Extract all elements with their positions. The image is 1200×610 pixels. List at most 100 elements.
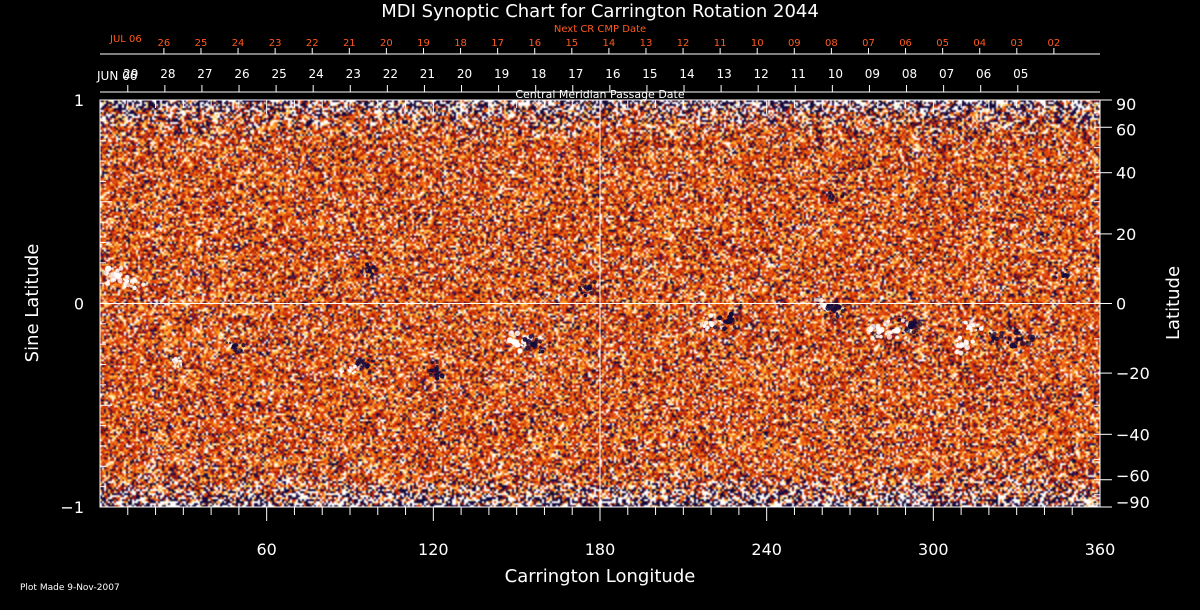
region-speck [538,339,542,344]
region-speck [365,274,368,277]
region-speck [108,272,114,278]
region-speck [132,285,137,291]
region-speck [353,370,357,374]
region-speck [708,313,714,318]
active-region-negative [984,331,1007,343]
region-speck [548,341,551,344]
region-speck [834,188,837,192]
region-speck [105,265,112,272]
region-speck [362,358,366,362]
region-speck [958,336,962,340]
region-speck [1007,336,1012,341]
active-region-positive [961,320,984,333]
region-speck [348,369,352,373]
next-cr-date-label: 25 [195,38,208,49]
region-speck [1065,268,1068,271]
region-speck [434,366,437,370]
region-speck [704,320,709,325]
region-speck [828,195,832,199]
region-speck [581,278,587,284]
cmp-date-ticks: 29 28 27 26 25 24 23 22 21 20 19 18 17 16 15 14 13 12 11 10… [100,67,1100,93]
cmp-date-label: 17 [568,67,583,81]
region-speck [351,371,355,375]
region-speck [508,330,515,337]
region-speck [725,327,728,330]
region-speck [829,312,832,315]
region-speck [180,363,183,366]
region-speck [434,372,440,378]
next-cr-date-label: 02 [1048,38,1061,49]
region-speck [904,336,908,339]
y-right-tick-label: −60 [1116,467,1150,486]
region-speck [722,319,727,324]
region-speck [439,373,445,379]
region-speck [367,370,372,375]
region-speck [975,323,979,327]
active-region-negative [225,341,246,355]
next-cr-month-label: JUL 06 [109,34,142,45]
next-cr-date-label: 09 [788,38,801,49]
region-speck [869,323,876,330]
active-region-positive [340,364,360,375]
region-speck [972,322,977,326]
region-speck [132,282,135,285]
next-cr-date-label: 05 [936,38,949,49]
next-cr-date-label: 11 [714,38,727,49]
region-speck [585,287,590,292]
next-cr-date-label: 13 [640,38,653,49]
region-speck [988,332,991,335]
y-right-tick-label: 0 [1116,295,1126,314]
region-speck [373,360,376,363]
next-cr-date-label: 03 [1010,38,1023,49]
region-speck [820,299,824,303]
region-speck [364,267,368,271]
region-speck [968,326,973,331]
region-speck [702,323,707,328]
region-speck [374,268,379,273]
region-speck [367,265,371,270]
cmp-date-label: 23 [346,67,361,81]
region-speck [884,332,888,336]
region-speck [428,373,433,377]
region-speck [704,327,708,331]
region-speck [578,285,581,289]
region-speck [958,350,964,356]
region-speck [833,303,840,310]
active-region-positive [867,319,893,341]
region-speck [580,291,583,295]
x-tick-label: 180 [585,540,616,559]
cmp-date-label: 16 [605,67,620,81]
region-speck [969,320,974,326]
region-speck [901,331,905,335]
region-speck [835,193,838,196]
region-speck [430,360,434,365]
next-cr-date-label: 20 [380,38,393,49]
region-speck [538,345,542,349]
region-speck [540,349,545,354]
region-speck [435,370,438,373]
region-speck [1006,341,1010,344]
region-speck [1001,331,1005,334]
region-speck [123,284,127,288]
region-speck [702,316,705,319]
region-speck [1025,340,1032,347]
region-speck [112,277,117,282]
region-speck [867,331,871,335]
region-speck [912,318,917,323]
region-speck [522,337,528,342]
region-speck [900,318,905,323]
region-speck [1013,326,1016,329]
next-cr-date-label: 18 [454,38,467,49]
active-region-negative [897,317,923,337]
region-speck [886,319,891,324]
next-cr-date-label: 23 [269,38,282,49]
region-speck [883,323,886,327]
active-region-positive [699,313,722,333]
region-speck [429,368,433,373]
region-speck [241,343,246,348]
region-speck [129,284,132,287]
cmp-date-label: 10 [828,67,843,81]
region-speck [817,306,821,309]
cmp-date-label: 25 [271,67,286,81]
region-speck [819,303,823,307]
